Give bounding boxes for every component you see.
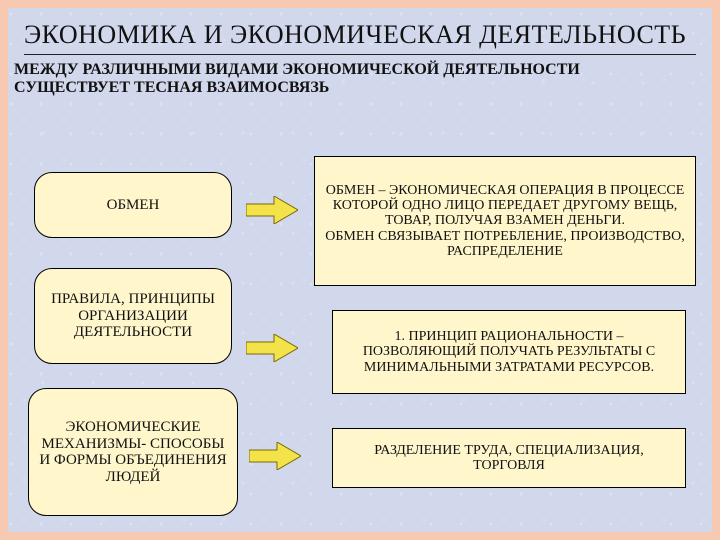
outer-frame: ЭКОНОМИКА И ЭКОНОМИЧЕСКАЯ ДЕЯТЕЛЬНОСТЬ М… (0, 0, 720, 540)
arrow-1 (246, 196, 298, 224)
right-box-2-label: 1. ПРИНЦИП РАЦИОНАЛЬНОСТИ – ПОЗВОЛЯЮЩИЙ … (339, 329, 679, 375)
right-box-3-label: РАЗДЕЛЕНИЕ ТРУДА, СПЕЦИАЛИЗАЦИЯ, ТОРГОВЛ… (339, 443, 679, 474)
page-title: ЭКОНОМИКА И ЭКОНОМИЧЕСКАЯ ДЕЯТЕЛЬНОСТЬ (24, 20, 696, 55)
inner-panel: ЭКОНОМИКА И ЭКОНОМИЧЕСКАЯ ДЕЯТЕЛЬНОСТЬ М… (8, 8, 712, 532)
left-box-2-label: ПРАВИЛА, ПРИНЦИПЫ ОРГАНИЗАЦИИ ДЕЯТЕЛЬНОС… (41, 291, 225, 341)
left-box-2: ПРАВИЛА, ПРИНЦИПЫ ОРГАНИЗАЦИИ ДЕЯТЕЛЬНОС… (34, 268, 232, 364)
left-box-1-label: ОБМЕН (107, 197, 160, 214)
right-box-2: 1. ПРИНЦИП РАЦИОНАЛЬНОСТИ – ПОЗВОЛЯЮЩИЙ … (332, 310, 686, 394)
right-box-1-label: ОБМЕН – ЭКОНОМИЧЕСКАЯ ОПЕРАЦИЯ В ПРОЦЕСС… (321, 183, 689, 260)
left-box-3: ЭКОНОМИЧЕСКИЕ МЕХАНИЗМЫ- СПОСОБЫ И ФОРМЫ… (28, 388, 238, 516)
arrow-3 (249, 442, 301, 470)
right-box-1: ОБМЕН – ЭКОНОМИЧЕСКАЯ ОПЕРАЦИЯ В ПРОЦЕСС… (314, 156, 696, 286)
arrow-2 (246, 334, 298, 362)
right-box-3: РАЗДЕЛЕНИЕ ТРУДА, СПЕЦИАЛИЗАЦИЯ, ТОРГОВЛ… (332, 428, 686, 488)
page-subtitle: МЕЖДУ РАЗЛИЧНЫМИ ВИДАМИ ЭКОНОМИЧЕСКОЙ ДЕ… (14, 61, 696, 98)
left-box-3-label: ЭКОНОМИЧЕСКИЕ МЕХАНИЗМЫ- СПОСОБЫ И ФОРМЫ… (35, 419, 231, 485)
left-box-1: ОБМЕН (34, 172, 232, 238)
